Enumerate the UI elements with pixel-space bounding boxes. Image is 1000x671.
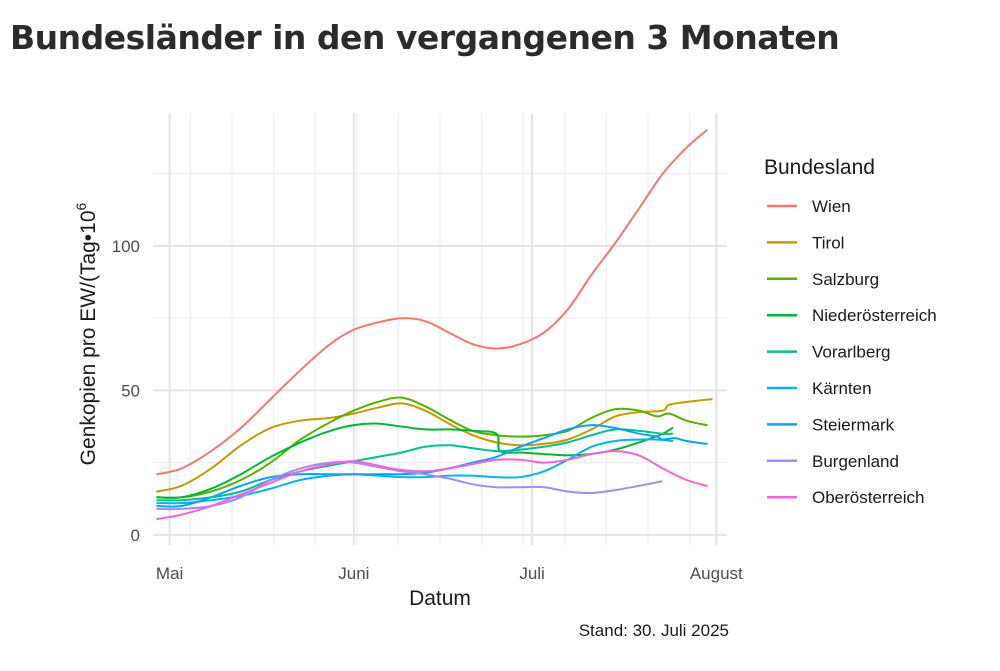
y-axis-title-group: Genkopien pro EW/(Tag•106	[73, 202, 100, 465]
legend-title: Bundesland	[764, 156, 875, 179]
series-line-vorarlberg	[156, 428, 674, 502]
y-tick-labels: 0 50 100	[112, 237, 140, 545]
chart-title: Bundesländer in den vergangenen 3 Monate…	[10, 18, 840, 57]
x-tick-label: Mai	[156, 564, 183, 583]
y-axis-title-text: Genkopien pro EW/(Tag•	[77, 234, 100, 465]
y-axis-title: Genkopien pro EW/(Tag•106	[73, 202, 100, 465]
series-line-burgenland	[156, 461, 663, 511]
y-axis-title-power-exp: 6	[73, 202, 89, 210]
legend-label-tirol: Tirol	[812, 233, 844, 252]
y-axis-title-power-base: 10	[77, 210, 100, 233]
x-tick-label: Juli	[519, 564, 545, 583]
grid-major	[153, 113, 727, 545]
y-tick-label: 0	[131, 526, 140, 545]
series-line-salzburg	[156, 396, 708, 499]
x-tick-label: Juni	[338, 564, 369, 583]
legend-label-steiermark: Steiermark	[812, 415, 895, 434]
series-line-wien	[156, 129, 708, 476]
legend: Wien Tirol Salzburg Niederösterreich Vorarlb…	[767, 197, 937, 507]
series-layer	[156, 129, 713, 520]
x-tick-label: August	[690, 564, 743, 583]
legend-label-niederoesterreich: Niederösterreich	[812, 306, 937, 325]
grid-minor	[153, 113, 727, 545]
x-tick-labels: Mai Juni Juli August	[156, 564, 743, 583]
x-axis-title: Datum	[409, 587, 471, 610]
series-line-oberoesterreich	[156, 450, 708, 520]
series-line-steiermark	[156, 424, 708, 508]
legend-label-kaernten: Kärnten	[812, 379, 872, 398]
legend-label-wien: Wien	[812, 197, 851, 216]
legend-label-oberoesterreich: Oberösterreich	[812, 488, 924, 507]
legend-label-vorarlberg: Vorarlberg	[812, 343, 890, 362]
legend-label-salzburg: Salzburg	[812, 270, 879, 289]
caption: Stand: 30. Juli 2025	[579, 621, 729, 640]
y-tick-label: 100	[112, 237, 140, 256]
legend-label-burgenland: Burgenland	[812, 452, 899, 471]
y-tick-label: 50	[121, 381, 140, 400]
